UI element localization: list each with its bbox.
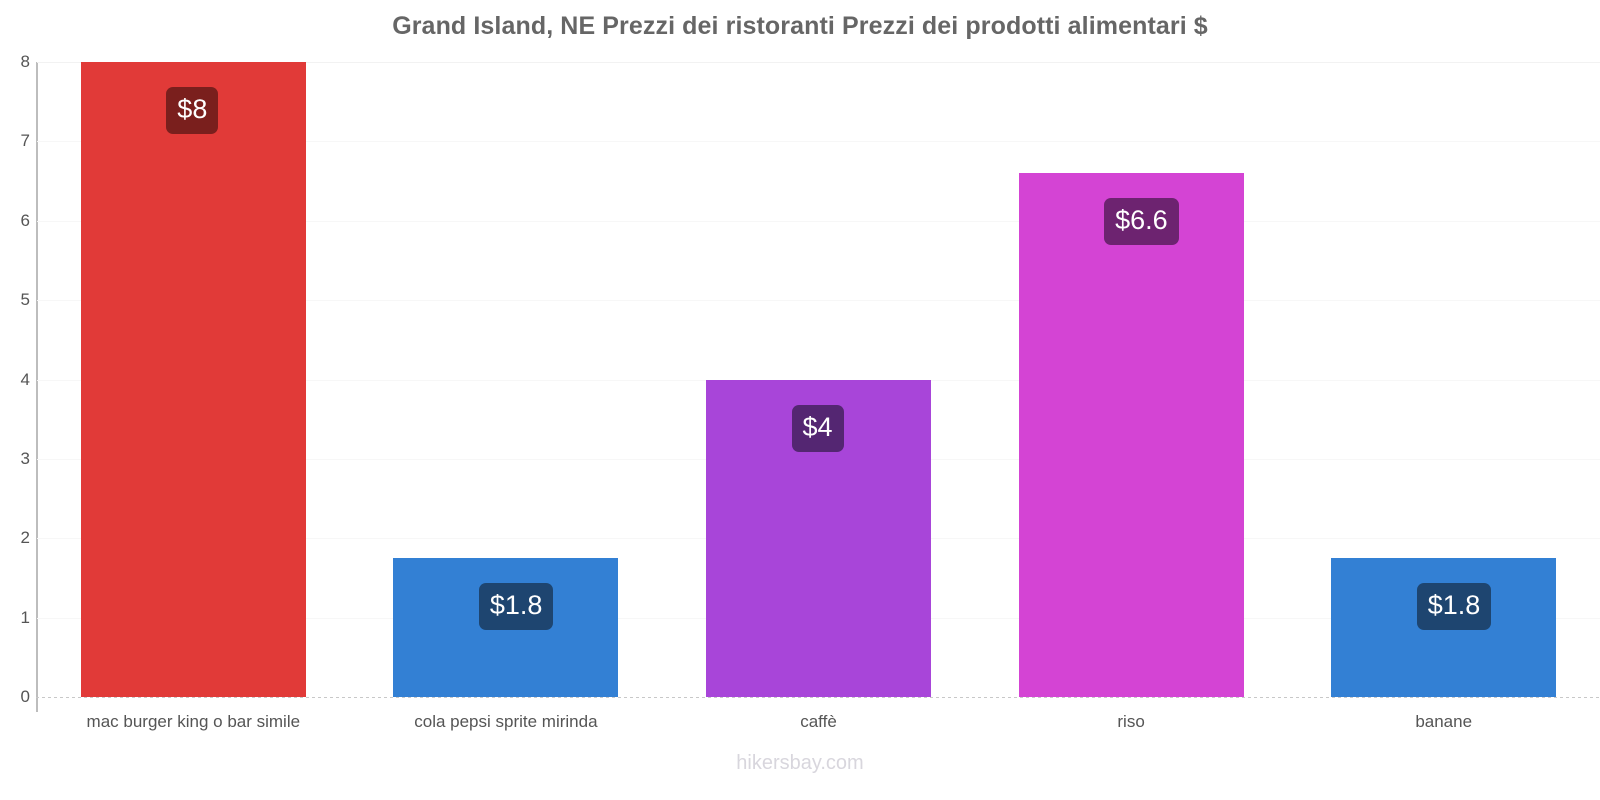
bar-value-label: $6.6	[1104, 198, 1179, 246]
bar-value-label: $1.8	[1416, 583, 1492, 631]
y-tick-label: 2	[20, 528, 30, 548]
y-tick-label: 3	[20, 448, 30, 468]
y-tick-label: 7	[20, 131, 30, 151]
y-tick-label: 1	[20, 607, 30, 627]
bar[interactable]	[80, 62, 306, 697]
x-tick-label: riso	[1117, 712, 1145, 731]
y-tick-label: 6	[20, 210, 30, 230]
y-tick-label: 8	[20, 52, 30, 71]
gridline	[37, 62, 1600, 63]
bar-value-label: $8	[166, 87, 219, 134]
x-tick-label: caffè	[800, 712, 837, 731]
x-axis-category-labels: mac burger king o bar simile cola pepsi s…	[37, 712, 1600, 744]
y-axis-line	[36, 62, 38, 712]
x-tick-label: mac burger king o bar simile	[86, 712, 301, 731]
y-tick-label: 4	[20, 369, 30, 389]
chart-title: Grand Island, NE Prezzi dei ristoranti P…	[392, 12, 1208, 40]
y-tick-label: 0	[20, 687, 30, 706]
gridline	[37, 300, 1600, 302]
footer-source: hikersbay.com	[736, 752, 864, 774]
x-tick-label: banane	[1415, 712, 1473, 731]
gridline	[37, 141, 1600, 143]
gridline	[37, 220, 1600, 222]
bar-value-label: $4	[791, 404, 844, 452]
y-tick-label: 5	[20, 290, 30, 310]
bar-value-label: $1.8	[478, 583, 554, 631]
x-axis-baseline	[36, 697, 1600, 698]
plot-area: $8 $1.8 $4 $6.6 $1.8	[36, 62, 1600, 698]
bar[interactable]	[1018, 173, 1244, 697]
x-tick-label: cola pepsi sprite mirinda	[414, 712, 598, 731]
y-axis-tick-labels: 0 1 2 3 4 5 6 7 8	[0, 0, 30, 800]
